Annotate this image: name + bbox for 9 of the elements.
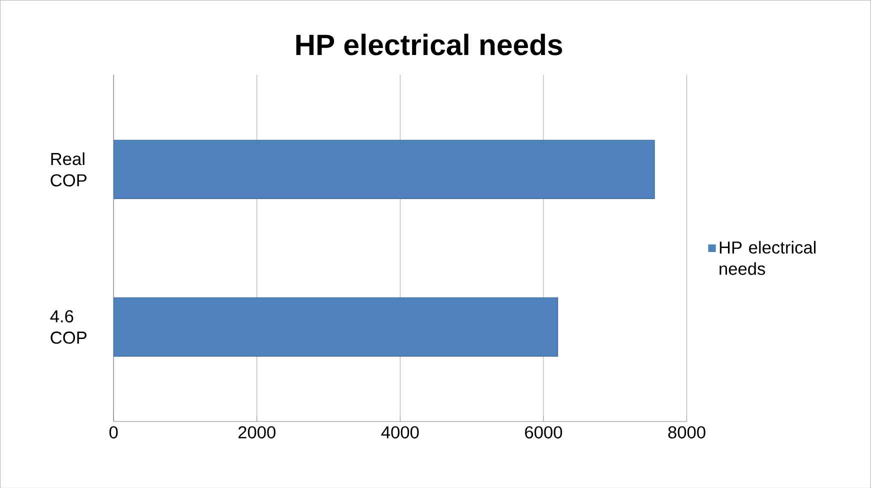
x-tick-label: 6000 bbox=[525, 426, 562, 438]
x-tick-label: 2000 bbox=[238, 426, 276, 438]
x-tick-label: 0 bbox=[109, 426, 118, 438]
x-tick-label: 8000 bbox=[668, 426, 706, 438]
chart-title: HP electrical needs bbox=[296, 34, 562, 56]
y-tick-label: 4.6 COP bbox=[50, 310, 86, 344]
legend-label: HP electrical needs bbox=[720, 240, 816, 275]
y-tick-label: Real COP bbox=[50, 152, 86, 186]
x-tick-label: 4000 bbox=[381, 426, 419, 438]
